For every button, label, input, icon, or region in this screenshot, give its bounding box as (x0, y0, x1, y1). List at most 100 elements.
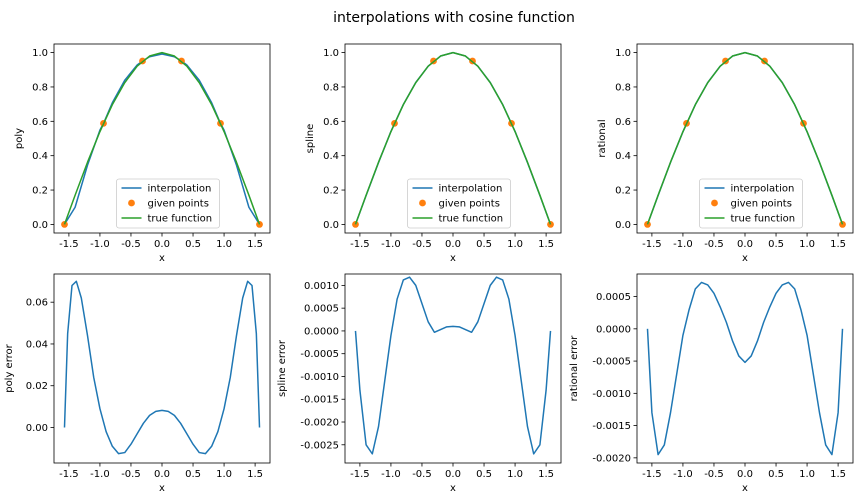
x-tick-label: -0.5 (121, 469, 141, 480)
series-line-rational-error (646, 281, 844, 456)
y-tick-label: 0.0000 (596, 324, 631, 335)
y-tick-label: 0.04 (26, 339, 48, 350)
x-tick-label: 0.5 (185, 469, 201, 480)
y-tick-label: 0.6 (32, 117, 48, 128)
legend-marker (128, 199, 135, 207)
subplot-2: -1.5 -1.0 -0.5 0.0 0.5 1.0 1.5 0.0 0.2 0.4 0.6 0.8 1… (305, 43, 562, 264)
x-tick-label: 0.5 (768, 239, 784, 250)
legend-label: interpolation (439, 184, 503, 195)
x-axis-label: x (742, 483, 748, 494)
x-axis-label: x (159, 483, 165, 494)
axes-frame (53, 273, 271, 464)
y-tick-label: -0.0015 (300, 395, 339, 406)
x-tick-label: 1.5 (538, 469, 554, 480)
x-tick-label: -1.0 (90, 469, 110, 480)
x-tick-label: -1.0 (673, 239, 693, 250)
x-tick-label: 1.5 (247, 469, 263, 480)
legend-label: given points (148, 199, 209, 210)
y-tick-label: 1.0 (323, 48, 339, 59)
y-tick-label: 0.00 (26, 423, 48, 434)
axes-frame (636, 273, 854, 464)
series-line-spline-error (354, 276, 552, 455)
x-tick-label: -1.5 (350, 469, 370, 480)
y-axis-label: spline (305, 124, 316, 154)
y-tick-label: -0.0015 (592, 421, 631, 432)
x-tick-label: 0.0 (445, 469, 461, 480)
y-tick-label: -0.0025 (300, 440, 339, 451)
x-tick-label: 1.0 (799, 239, 815, 250)
legend-label: given points (731, 199, 792, 210)
x-tick-label: -1.0 (381, 469, 401, 480)
legend: interpolation given points true function (407, 178, 511, 229)
legend-label: true function (439, 214, 504, 225)
y-tick-label: 0.0000 (304, 326, 339, 337)
x-tick-label: 0.0 (445, 239, 461, 250)
legend-frame (116, 178, 220, 229)
x-tick-label: -0.5 (412, 469, 432, 480)
x-tick-label: 0.0 (737, 469, 753, 480)
y-tick-label: 0.0010 (304, 281, 339, 292)
x-tick-label: -1.0 (90, 239, 110, 250)
y-tick-label: 0.0005 (596, 292, 631, 303)
x-tick-label: -0.5 (704, 469, 724, 480)
x-tick-label: -0.5 (704, 239, 724, 250)
y-tick-label: 0.2 (323, 186, 339, 197)
x-tick-label: 1.5 (830, 239, 846, 250)
y-tick-label: -0.0005 (300, 349, 339, 360)
y-tick-label: 0.02 (26, 381, 48, 392)
x-tick-label: -1.5 (59, 239, 79, 250)
y-tick-label: 0.8 (32, 82, 48, 93)
y-axis-label: rational error (569, 335, 580, 402)
x-tick-label: 0.5 (185, 239, 201, 250)
y-tick-label: -0.0005 (592, 357, 631, 368)
x-tick-label: 1.0 (216, 469, 232, 480)
x-tick-label: -1.5 (642, 239, 662, 250)
y-tick-label: 0.0 (32, 220, 48, 231)
legend: interpolation given points true function (116, 178, 220, 229)
y-tick-label: 0.06 (26, 298, 48, 309)
x-tick-label: 1.5 (247, 239, 263, 250)
x-tick-label: 0.5 (476, 469, 492, 480)
legend-marker (419, 199, 426, 207)
legend-frame (699, 178, 803, 229)
y-tick-label: 0.0 (615, 220, 631, 231)
y-tick-label: -0.0010 (300, 372, 339, 383)
subplot-3: -1.5 -1.0 -0.5 0.0 0.5 1.0 1.5 0.0 0.2 0.4 0.6 0.8 1… (597, 43, 854, 264)
x-tick-label: 0.5 (476, 239, 492, 250)
x-tick-label: -1.5 (59, 469, 79, 480)
subplot-4: -1.5 -1.0 -0.5 0.0 0.5 1.0 1.5 0.00 0.02 0.04 0.06… (4, 273, 271, 494)
legend-label: true function (148, 214, 213, 225)
series-line-true-function (63, 51, 261, 225)
x-tick-label: -1.5 (350, 239, 370, 250)
subplot-6: -1.5 -1.0 -0.5 0.0 0.5 1.0 1.5 0.0005 0.0000 -0.0… (569, 273, 854, 494)
y-tick-label: 0.6 (323, 117, 339, 128)
y-tick-label: 1.0 (32, 48, 48, 59)
x-axis-label: x (159, 253, 165, 264)
x-tick-label: -1.0 (381, 239, 401, 250)
x-tick-label: 0.0 (737, 239, 753, 250)
y-tick-label: 0.2 (615, 186, 631, 197)
y-tick-label: -0.0020 (592, 453, 631, 464)
x-axis-label: x (742, 253, 748, 264)
y-tick-label: 0.6 (615, 117, 631, 128)
legend: interpolation given points true function (699, 178, 803, 229)
y-axis-label: poly error (4, 343, 15, 392)
x-tick-label: -0.5 (121, 239, 141, 250)
y-axis-label: rational (597, 119, 608, 157)
x-axis-label: x (450, 483, 456, 494)
y-tick-label: 0.0005 (304, 304, 339, 315)
y-axis-label: poly (14, 128, 25, 149)
legend-label: interpolation (731, 184, 795, 195)
y-tick-label: 0.0 (323, 220, 339, 231)
x-tick-label: 1.5 (830, 469, 846, 480)
x-tick-label: -0.5 (412, 239, 432, 250)
series-line-true-function (646, 51, 844, 225)
y-axis-label: spline error (277, 339, 288, 397)
x-tick-label: 1.0 (507, 239, 523, 250)
legend-frame (407, 178, 511, 229)
series-line-poly-error (63, 280, 261, 455)
x-tick-label: 1.0 (799, 469, 815, 480)
y-tick-label: 1.0 (615, 48, 631, 59)
series-line-true-function (354, 51, 552, 225)
x-tick-label: 0.5 (768, 469, 784, 480)
